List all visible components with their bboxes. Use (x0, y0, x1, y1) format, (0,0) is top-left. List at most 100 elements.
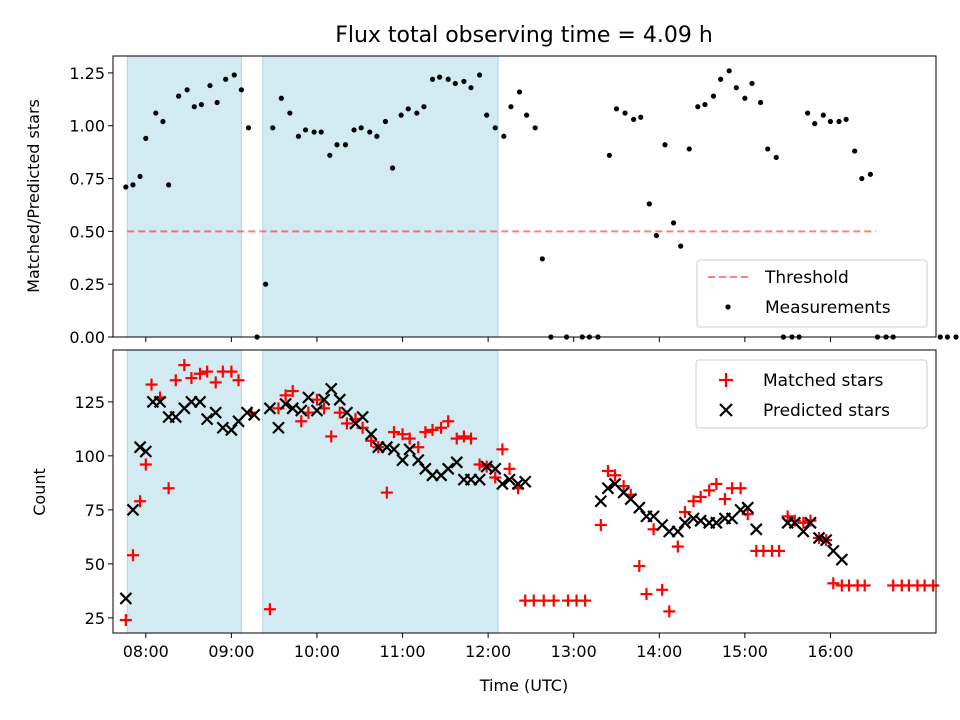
observing-interval-shade (126, 349, 242, 634)
predicted-stars-point (380, 440, 394, 454)
measurement-point (695, 104, 701, 110)
measurement-point (852, 148, 858, 154)
matched-stars-point (225, 365, 238, 378)
measurement-point (414, 110, 420, 116)
bottom-panel: 25 50 75 100 125 08:00 09:00 10:00 11:00 12:00 13… (30, 349, 940, 695)
top-y-axis-label: Matched/Predicted stars (24, 99, 43, 293)
matched-stars-point (134, 495, 147, 508)
predicted-stars-point (279, 397, 292, 411)
predicted-stars-point (503, 473, 516, 486)
matched-stars-point (380, 486, 393, 499)
measurement-point (437, 74, 443, 80)
y-tick-label: 25 (85, 609, 105, 628)
measurement-point (342, 142, 349, 148)
matched-stars-point (194, 367, 207, 380)
measurement-point (859, 175, 865, 182)
predicted-stars-point (450, 456, 464, 469)
matched-stars-point (496, 443, 509, 456)
predicted-stars-point (734, 503, 747, 517)
measurement-point (452, 80, 458, 87)
matched-stars-point (781, 510, 794, 523)
x-axis-label: Time (UTC) (479, 676, 568, 695)
predicted-stars-point (496, 477, 509, 491)
measurement-point (622, 110, 628, 116)
predicted-stars-point (488, 462, 502, 476)
measurement-point (153, 110, 159, 116)
matched-stars-point (601, 464, 614, 477)
measurement-point (245, 125, 252, 131)
x-tick-label: 15:00 (722, 642, 768, 661)
predicted-stars-point (441, 462, 455, 476)
measurement-point (143, 135, 149, 141)
matched-stars-point (640, 588, 653, 601)
measurement-point (718, 76, 724, 82)
predicted-stars-point (601, 481, 615, 495)
measurement-point (539, 256, 545, 262)
predicted-stars-point (518, 475, 532, 489)
top-legend: Threshold Measurements (696, 259, 928, 328)
measurement-point (742, 95, 748, 101)
measurement-point (278, 95, 284, 101)
measurement-point (613, 106, 620, 112)
measurement-point (137, 173, 143, 180)
y-tick-label: 50 (85, 555, 105, 574)
matched-stars-point (858, 579, 871, 592)
y-tick-label: 1.25 (69, 64, 105, 83)
measurement-point (773, 154, 779, 161)
matched-stars-point (119, 614, 132, 627)
measurement-point (733, 85, 739, 91)
measurement-point (389, 165, 396, 171)
matched-stars-point (139, 458, 152, 471)
x-tick-label: 10:00 (294, 642, 340, 661)
measurement-point (445, 76, 451, 82)
y-tick-label: 0.75 (69, 170, 105, 189)
measurement-point (405, 106, 411, 112)
measurement-point (765, 146, 771, 152)
matched-stars-point (457, 430, 470, 443)
predicted-stars-point (294, 404, 308, 417)
chart-title: Flux total observing time = 4.09 h (335, 23, 713, 48)
measurement-point (214, 99, 220, 106)
matched-stars-point (718, 493, 731, 506)
matched-stars-point (687, 495, 700, 508)
legend-predicted-label: Predicted stars (763, 401, 890, 421)
measurement-point (263, 281, 269, 287)
matched-stars-point (396, 428, 409, 441)
observing-interval-shade (262, 349, 499, 634)
predicted-stars-point (153, 395, 167, 409)
matched-stars-point (178, 359, 191, 372)
predicted-stars-point (247, 408, 261, 422)
predicted-stars-point (209, 406, 222, 419)
x-tick-label: 09:00 (208, 642, 254, 661)
x-tick-label: 12:00 (465, 642, 511, 661)
predicted-stars-point (272, 421, 285, 435)
matched-stars-point (126, 549, 139, 562)
legend-predicted-marker (719, 403, 733, 417)
y-tick-label: 125 (74, 393, 105, 412)
predicted-stars-point (819, 533, 833, 547)
measurement-point (287, 110, 293, 116)
matched-stars-point (442, 415, 455, 428)
measurement-point (710, 93, 717, 99)
measurement-point (532, 125, 538, 131)
predicted-stars-point (594, 494, 608, 508)
measurement-point (123, 184, 129, 190)
measurement-point (516, 89, 523, 95)
matched-stars-point (340, 417, 353, 430)
y-tick-label: 0.25 (69, 275, 105, 294)
predicted-stars-point (473, 473, 486, 486)
matched-stars-point (232, 374, 245, 387)
legend-measurements-marker (725, 304, 731, 310)
measurement-point (231, 72, 237, 78)
matched-stars-point (734, 482, 747, 495)
measurement-point (757, 99, 764, 106)
predicted-stars-point (812, 531, 826, 545)
predicted-stars-point (387, 443, 401, 456)
measurement-point (749, 80, 755, 87)
matched-stars-point (804, 514, 817, 527)
matched-stars-point (609, 469, 622, 482)
legend-matched-label: Matched stars (763, 371, 883, 391)
predicted-stars-point (193, 395, 207, 409)
matched-stars-point (710, 477, 723, 490)
